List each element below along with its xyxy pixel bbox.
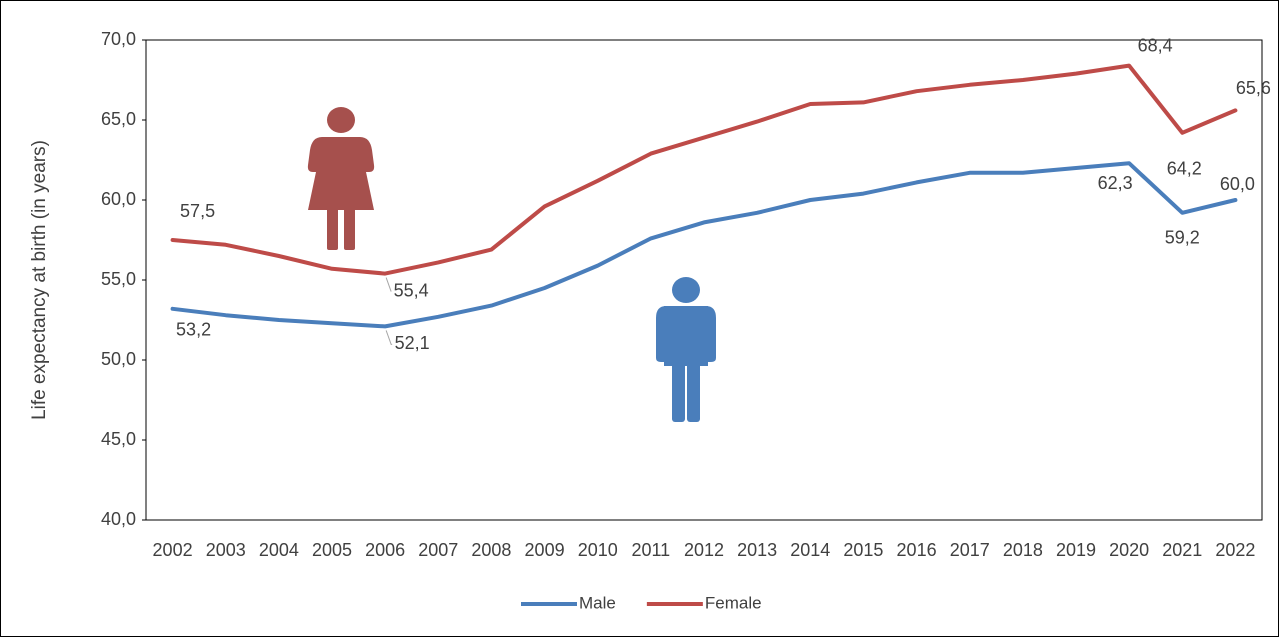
data-label: 52,1 bbox=[395, 333, 430, 353]
data-label: 59,2 bbox=[1165, 228, 1200, 248]
x-tick-label: 2007 bbox=[418, 540, 458, 560]
leader-line bbox=[385, 330, 393, 345]
data-label: 65,6 bbox=[1236, 78, 1271, 98]
y-tick-label: 45,0 bbox=[101, 429, 136, 449]
y-tick-label: 60,0 bbox=[101, 189, 136, 209]
x-tick-label: 2010 bbox=[578, 540, 618, 560]
data-label: 57,5 bbox=[180, 201, 215, 221]
data-label: 62,3 bbox=[1098, 173, 1133, 193]
data-label: 64,2 bbox=[1167, 159, 1202, 179]
x-tick-label: 2002 bbox=[153, 540, 193, 560]
x-tick-label: 2015 bbox=[843, 540, 883, 560]
female-icon bbox=[307, 107, 375, 250]
x-tick-label: 2003 bbox=[206, 540, 246, 560]
x-tick-label: 2008 bbox=[471, 540, 511, 560]
x-tick-label: 2021 bbox=[1162, 540, 1202, 560]
x-tick-label: 2006 bbox=[365, 540, 405, 560]
x-tick-label: 2004 bbox=[259, 540, 299, 560]
data-label: 68,4 bbox=[1138, 35, 1173, 55]
x-tick-label: 2009 bbox=[525, 540, 565, 560]
y-tick-label: 55,0 bbox=[101, 269, 136, 289]
x-tick-label: 2014 bbox=[790, 540, 830, 560]
data-label: 55,4 bbox=[394, 280, 429, 300]
data-label: 53,2 bbox=[176, 320, 211, 340]
y-tick-label: 70,0 bbox=[101, 29, 136, 49]
y-tick-label: 65,0 bbox=[101, 109, 136, 129]
x-tick-label: 2019 bbox=[1056, 540, 1096, 560]
x-tick-label: 2017 bbox=[950, 540, 990, 560]
x-tick-label: 2013 bbox=[737, 540, 777, 560]
series-line bbox=[170, 63, 1238, 276]
x-tick-label: 2011 bbox=[631, 540, 670, 560]
y-tick-label: 50,0 bbox=[101, 349, 136, 369]
series-line bbox=[170, 161, 1238, 329]
data-label: 60,0 bbox=[1220, 174, 1255, 194]
x-tick-label: 2022 bbox=[1215, 540, 1255, 560]
x-tick-label: 2005 bbox=[312, 540, 352, 560]
x-tick-label: 2020 bbox=[1109, 540, 1149, 560]
y-tick-label: 40,0 bbox=[101, 509, 136, 529]
y-axis-title: Life expectancy at birth (in years) bbox=[29, 140, 50, 420]
leader-line bbox=[385, 277, 392, 292]
legend-label: Male bbox=[579, 593, 616, 612]
male-icon bbox=[656, 277, 716, 422]
x-tick-label: 2012 bbox=[684, 540, 724, 560]
legend-label: Female bbox=[705, 593, 762, 612]
x-tick-label: 2018 bbox=[1003, 540, 1043, 560]
x-tick-label: 2016 bbox=[897, 540, 937, 560]
